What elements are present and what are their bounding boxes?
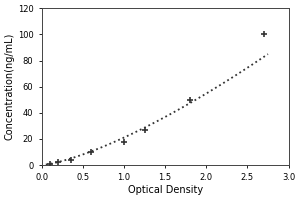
Y-axis label: Concentration(ng/mL): Concentration(ng/mL) (5, 33, 15, 140)
X-axis label: Optical Density: Optical Density (128, 185, 203, 195)
